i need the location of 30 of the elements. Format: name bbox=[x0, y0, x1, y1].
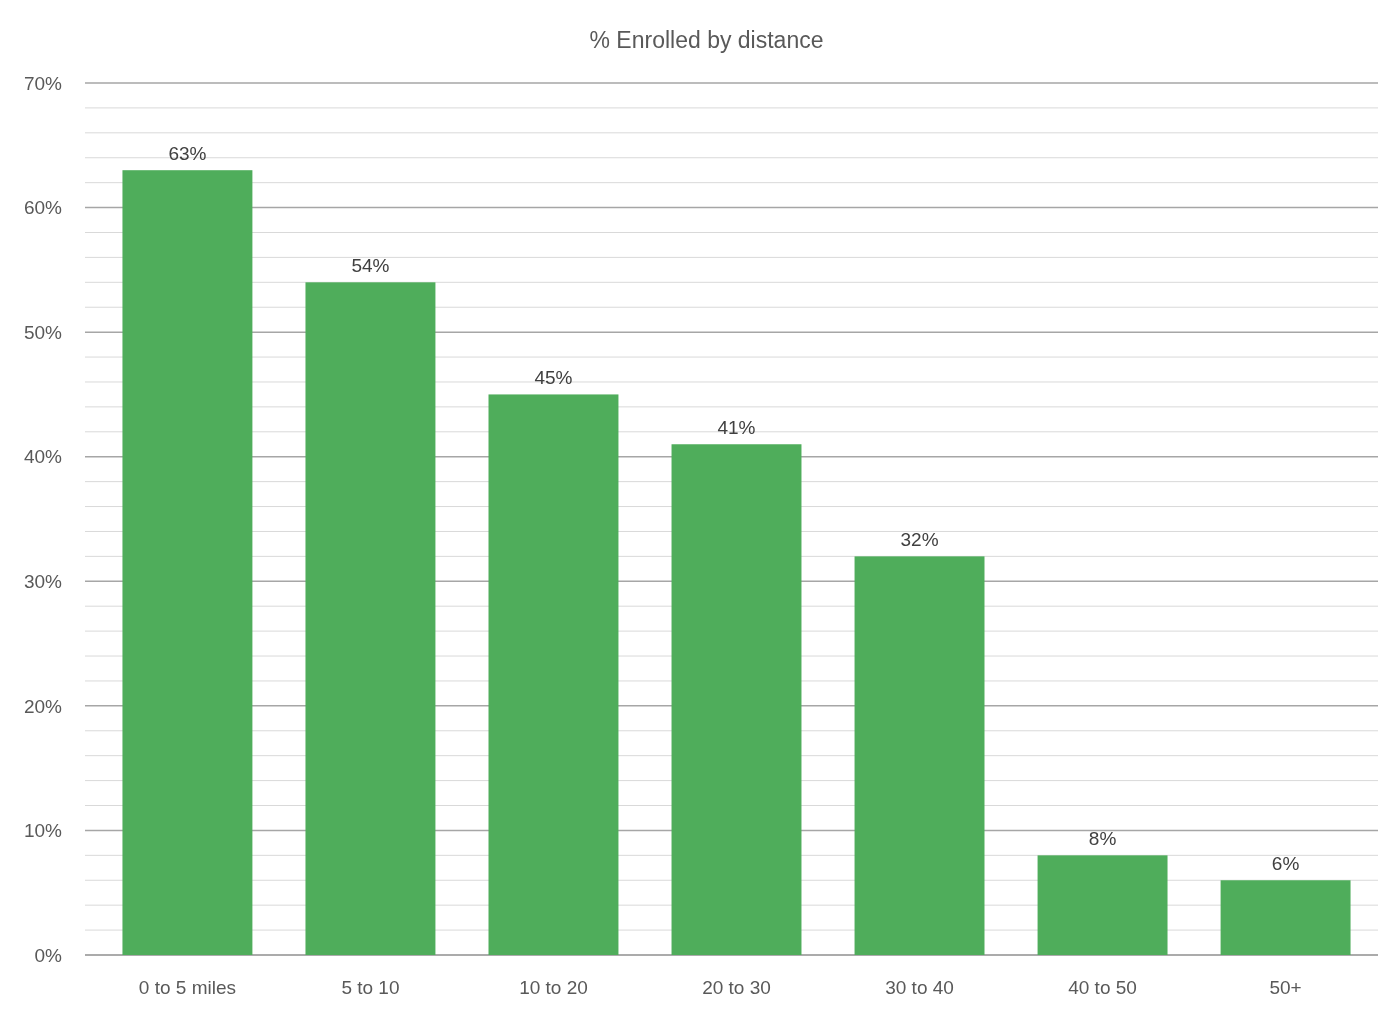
y-tick-label: 20% bbox=[23, 695, 63, 717]
x-tick-label: 10 to 20 bbox=[519, 977, 588, 998]
y-tick-label: 0% bbox=[34, 944, 63, 966]
data-label: 54% bbox=[351, 255, 390, 277]
x-tick-label: 5 to 10 bbox=[341, 977, 400, 998]
bar bbox=[1220, 880, 1351, 955]
x-tick-label: 0 to 5 miles bbox=[138, 977, 237, 998]
y-tick-label: 10% bbox=[23, 820, 63, 842]
x-tick-label: 40 to 50 bbox=[1068, 977, 1137, 998]
bar bbox=[122, 170, 253, 955]
y-tick-label: 30% bbox=[23, 570, 63, 592]
bar bbox=[854, 556, 985, 955]
bar bbox=[488, 394, 619, 955]
x-tick-label: 20 to 30 bbox=[702, 977, 771, 998]
data-label: 32% bbox=[900, 529, 939, 551]
x-tick-label: 50+ bbox=[1269, 977, 1302, 998]
y-tick-label: 60% bbox=[23, 197, 63, 219]
bar bbox=[1037, 855, 1168, 955]
bar bbox=[305, 282, 436, 955]
data-label: 6% bbox=[1271, 853, 1300, 875]
x-tick-label: 30 to 40 bbox=[885, 977, 954, 998]
y-tick-label: 70% bbox=[23, 72, 63, 94]
y-tick-label: 50% bbox=[23, 321, 63, 343]
data-label: 45% bbox=[534, 367, 573, 389]
data-label: 63% bbox=[168, 143, 207, 165]
y-tick-label: 40% bbox=[23, 446, 63, 468]
data-label: 41% bbox=[717, 417, 756, 439]
bar bbox=[671, 444, 802, 955]
chart-title: % Enrolled by distance bbox=[589, 27, 824, 53]
data-label: 8% bbox=[1088, 828, 1117, 850]
